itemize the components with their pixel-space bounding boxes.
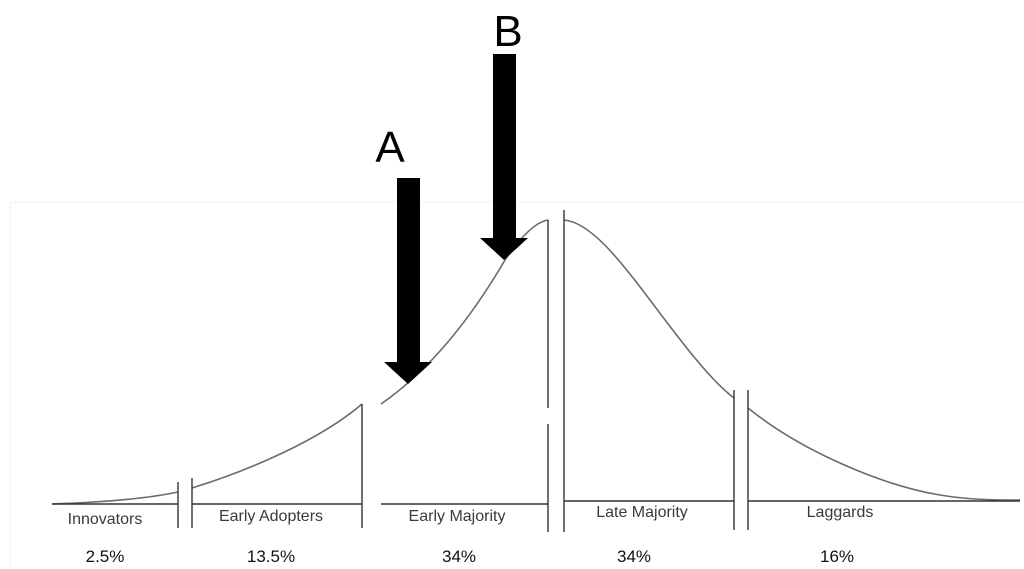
- arrow-b: [480, 54, 528, 260]
- segment-percent-laggards: 16%: [820, 547, 854, 566]
- arrow-a: [384, 178, 432, 384]
- segment-label-laggards: Laggards: [807, 504, 874, 521]
- marker-b-label: B: [493, 7, 522, 56]
- bell-curve-left: [51, 219, 549, 505]
- segment-percent-early-majority: 34%: [442, 547, 476, 566]
- segment-dividers: [177, 210, 749, 532]
- bell-curve-right: [563, 219, 1021, 501]
- segment-percent-late-majority: 34%: [617, 547, 651, 566]
- marker-a-label: A: [375, 123, 405, 172]
- segment-label-innovators: Innovators: [68, 511, 143, 528]
- segment-label-early-majority: Early Majority: [409, 508, 506, 525]
- segment-percent-innovators: 2.5%: [86, 547, 125, 566]
- baselines: [52, 500, 1020, 505]
- segment-percent-early-adopters: 13.5%: [247, 547, 295, 566]
- segment-label-late-majority: Late Majority: [596, 504, 688, 521]
- segment-label-early-adopters: Early Adopters: [219, 508, 323, 525]
